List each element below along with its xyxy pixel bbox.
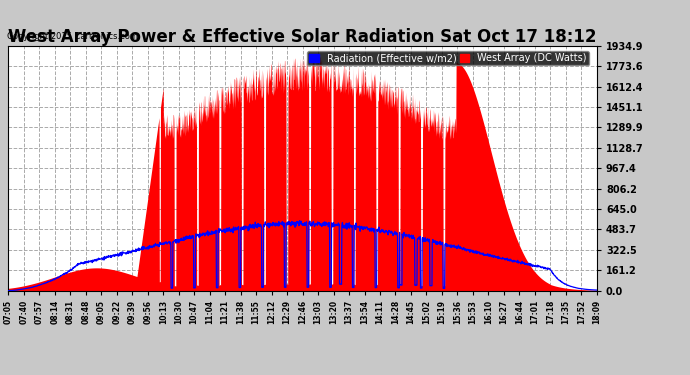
Title: West Array Power & Effective Solar Radiation Sat Oct 17 18:12: West Array Power & Effective Solar Radia… (8, 28, 597, 46)
Legend: Radiation (Effective w/m2), West Array (DC Watts): Radiation (Effective w/m2), West Array (… (307, 51, 589, 66)
Text: Copyright 2015 Cartronics.com: Copyright 2015 Cartronics.com (7, 32, 138, 41)
